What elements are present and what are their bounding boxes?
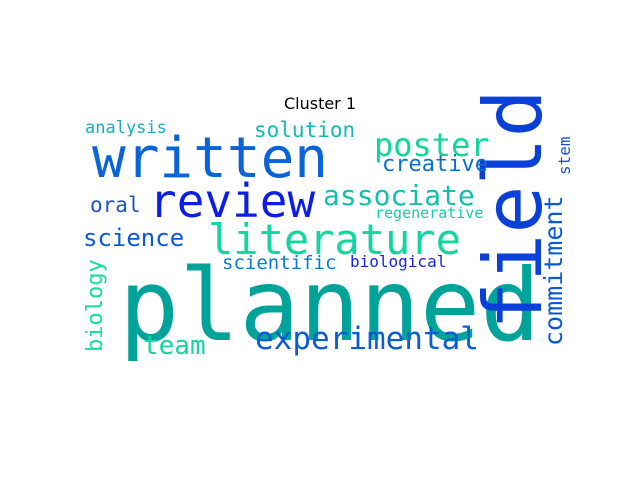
word-written: written [92,126,329,191]
word-oral: oral [90,193,141,217]
word-associate: associate [323,179,475,212]
chart-title: Cluster 1 [283,94,357,113]
word-review: review [149,174,316,228]
word-commitment: commitment [539,195,568,346]
word-science: science [83,224,185,252]
word-biological: biological [350,252,447,271]
word-regenerative: regenerative [375,204,484,222]
word-poster: poster [374,126,490,164]
word-creative: creative [382,152,488,177]
word-solution: solution [254,118,356,142]
word-literature: literature [208,215,461,264]
word-biology: biology [83,259,108,352]
word-planned: planned [119,247,541,364]
word-experimental: experimental [255,321,479,357]
word-stem: stem [555,136,574,175]
word-team: team [143,331,206,361]
word-analysis: analysis [85,118,167,138]
word-scientific: scientific [222,252,337,274]
